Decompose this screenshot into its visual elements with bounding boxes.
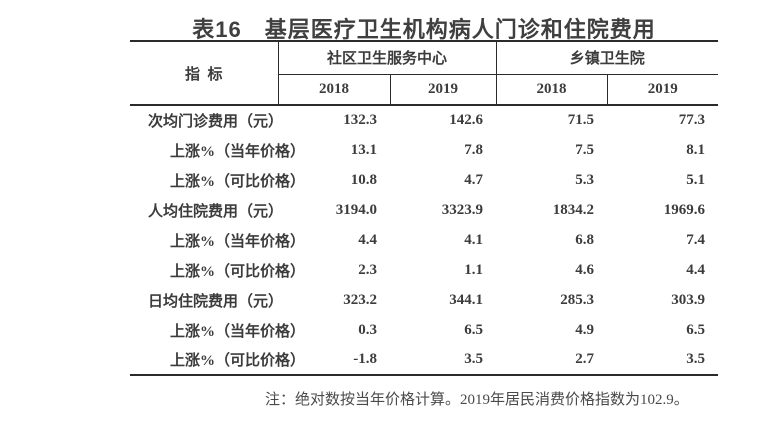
- value-cell: 1834.2: [552, 201, 595, 218]
- value-cell: 10.8: [350, 171, 377, 188]
- indicator-cell: 上涨%（可比价格）: [170, 263, 306, 280]
- indicator-cell: 上涨%（当年价格）: [170, 143, 306, 160]
- value-cell: -1.8: [353, 351, 377, 367]
- value-cell: 4.4: [358, 231, 377, 248]
- value-cell: 3.5: [686, 351, 706, 367]
- value-cell: 8.1: [686, 141, 706, 158]
- indicator-column-header: 指 标: [130, 41, 279, 105]
- indicator-cell: 次均门诊费用（元）: [148, 114, 284, 130]
- value-cell: 323.2: [343, 291, 377, 308]
- value-cell: 4.7: [464, 171, 484, 188]
- table-row: 上涨%（可比价格） 2.3 1.1 4.6 4.4: [130, 255, 718, 285]
- table-row: 上涨%（可比价格） 10.8 4.7 5.3 5.1: [130, 165, 718, 195]
- value-cell: 2.3: [358, 261, 377, 278]
- value-cell: 4.9: [575, 321, 595, 338]
- value-cell: 1.1: [464, 261, 484, 278]
- indicator-cell: 上涨%（当年价格）: [170, 323, 306, 340]
- value-cell: 5.1: [686, 171, 706, 188]
- value-cell: 4.6: [575, 261, 595, 278]
- value-cell: 71.5: [567, 112, 595, 128]
- value-cell: 77.3: [678, 112, 706, 128]
- table-row: 上涨%（当年价格） 4.4 4.1 6.8 7.4: [130, 225, 718, 255]
- value-cell: 6.5: [464, 321, 484, 338]
- year-header-township-2018: 2018: [495, 74, 608, 105]
- table-row: 次均门诊费用（元） 132.3 142.6 71.5 77.3: [130, 105, 718, 135]
- indicator-cell: 上涨%（可比价格）: [170, 173, 306, 190]
- year-header-community-2019: 2019: [389, 74, 497, 105]
- group-header-community-health-center: 社区卫生服务中心: [278, 41, 497, 75]
- group-header-township-health-center: 乡镇卫生院: [495, 41, 719, 75]
- indicator-cell: 上涨%（可比价格）: [170, 353, 306, 369]
- table-row: 人均住院费用（元） 3194.0 3323.9 1834.2 1969.6: [130, 195, 718, 225]
- value-cell: 142.6: [449, 112, 484, 128]
- table-row: 上涨%（当年价格） 13.1 7.8 7.5 8.1: [130, 135, 718, 165]
- value-cell: 132.3: [343, 112, 377, 128]
- value-cell: 3194.0: [335, 201, 377, 218]
- value-cell: 13.1: [350, 141, 377, 158]
- value-cell: 3.5: [464, 351, 484, 367]
- value-cell: 2.7: [575, 351, 595, 367]
- value-cell: 4.4: [686, 261, 706, 278]
- year-header-township-2019: 2019: [606, 74, 719, 105]
- value-cell: 7.5: [575, 141, 595, 158]
- indicator-cell: 人均住院费用（元）: [148, 203, 284, 220]
- table-row: 上涨%（当年价格） 0.3 6.5 4.9 6.5: [130, 315, 718, 345]
- value-cell: 344.1: [449, 291, 484, 308]
- value-cell: 7.4: [686, 231, 706, 248]
- table-note: 注：绝对数按当年价格计算。2019年居民消费价格指数为102.9。: [265, 392, 689, 408]
- value-cell: 1969.6: [663, 201, 706, 218]
- year-header-community-2018: 2018: [319, 80, 349, 97]
- value-cell: 7.8: [464, 141, 484, 158]
- value-cell: 303.9: [671, 291, 706, 308]
- value-cell: 6.5: [686, 321, 706, 338]
- stats-table: 指 标 社区卫生服务中心 乡镇卫生院 2018 2019 2018 2019 次…: [130, 40, 719, 376]
- indicator-cell: 日均住院费用（元）: [148, 293, 284, 310]
- indicator-cell: 上涨%（当年价格）: [170, 233, 306, 250]
- value-cell: 285.3: [560, 291, 595, 308]
- value-cell: 6.8: [575, 231, 595, 248]
- table-section: 表16 基层医疗卫生机构病人门诊和住院费用 指 标 社区卫生服务中心 乡镇卫生院…: [130, 0, 719, 409]
- table-body: 次均门诊费用（元） 132.3 142.6 71.5 77.3 上涨%（当年价格） 13.1…: [130, 105, 718, 375]
- value-cell: 3323.9: [441, 201, 484, 218]
- value-cell: 5.3: [575, 171, 595, 188]
- table-row: 日均住院费用（元） 323.2 344.1 285.3 303.9: [130, 285, 718, 315]
- table-row: 上涨%（可比价格） -1.8 3.5 2.7 3.5: [130, 345, 718, 375]
- value-cell: 4.1: [464, 231, 484, 248]
- table-header: 指 标 社区卫生服务中心 乡镇卫生院 2018 2019 2018 2019: [130, 41, 719, 105]
- table-title: 表16 基层医疗卫生机构病人门诊和住院费用: [192, 17, 656, 42]
- value-cell: 0.3: [358, 321, 377, 338]
